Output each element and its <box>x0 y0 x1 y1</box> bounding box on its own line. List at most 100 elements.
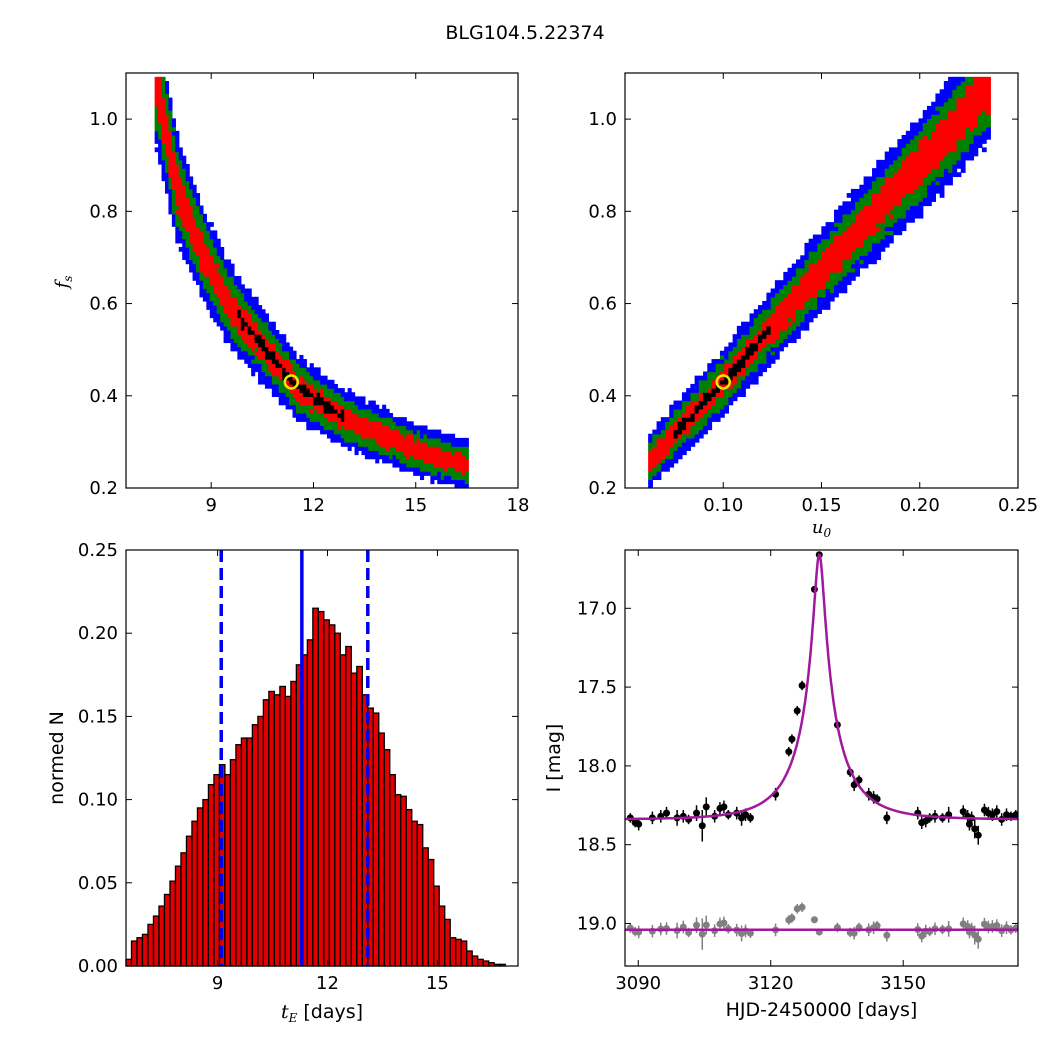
heatmap-cell <box>264 350 269 356</box>
heatmap-cell <box>344 442 349 447</box>
heatmap-cell <box>285 346 290 352</box>
heatmap-cell <box>677 454 683 460</box>
heatmap-cell <box>973 134 979 140</box>
heatmap-cell <box>914 176 920 182</box>
heatmap-cell <box>910 176 915 182</box>
heatmap-cell <box>258 321 263 327</box>
heatmap-cell <box>648 446 653 451</box>
heatmap-cell <box>943 105 949 111</box>
heatmap-cell <box>897 205 903 211</box>
heatmap-cell <box>323 408 328 414</box>
heatmap-cell <box>829 263 835 269</box>
histogram-bar <box>235 744 243 967</box>
heatmap-cell <box>154 110 159 115</box>
heatmap-cell <box>804 313 810 319</box>
heatmap-cell <box>278 388 283 393</box>
heatmap-cell <box>855 263 860 269</box>
heatmap-cell <box>804 292 810 298</box>
heatmap-cell <box>233 309 238 314</box>
heatmap-cell <box>326 408 332 414</box>
heatmap-cell <box>749 371 755 377</box>
heatmap-cell <box>192 242 197 248</box>
heatmap-cell <box>240 292 245 298</box>
heatmap-cell <box>872 176 877 182</box>
heatmap-cell <box>834 234 839 240</box>
heatmap-cell <box>206 305 211 310</box>
heatmap-cell <box>872 209 877 215</box>
heatmap-cell <box>897 147 903 153</box>
heatmap-cell <box>309 421 314 427</box>
heatmap-cell <box>808 309 814 314</box>
heatmap-cell <box>454 450 459 456</box>
residual-point <box>850 929 858 937</box>
heatmap-cell <box>395 450 400 456</box>
heatmap-cell <box>660 450 666 456</box>
heatmap-cell <box>728 383 734 389</box>
heatmap-cell <box>244 334 249 339</box>
heatmap-cell <box>724 359 730 364</box>
heatmap-cell <box>969 97 975 103</box>
heatmap-cell <box>368 450 373 456</box>
heatmap-cell <box>171 122 176 128</box>
heatmap-cell <box>192 259 197 265</box>
heatmap-cell <box>918 172 924 178</box>
heatmap-cell <box>202 230 207 236</box>
heatmap-cell <box>821 238 827 244</box>
heatmap-cell <box>254 350 259 356</box>
histogram-bar <box>328 624 336 967</box>
heatmap-cell <box>981 101 987 107</box>
heatmap-cell <box>278 379 283 385</box>
heatmap-cell <box>838 276 844 281</box>
heatmap-cell <box>178 226 183 231</box>
heatmap-cell <box>677 429 683 435</box>
heatmap-cell <box>213 284 218 290</box>
heatmap-cell <box>399 466 404 472</box>
heatmap-cell <box>461 471 466 476</box>
heatmap-cell <box>850 255 856 261</box>
heatmap-cell <box>240 305 245 310</box>
heatmap-cell <box>876 180 882 186</box>
heatmap-cell <box>707 367 713 373</box>
heatmap-cell <box>977 139 983 144</box>
heatmap-cell <box>261 354 266 360</box>
y-tick-label: 1.0 <box>89 109 118 130</box>
heatmap-cell <box>762 359 768 364</box>
heatmap-cell <box>278 383 283 389</box>
heatmap-cell <box>956 155 962 161</box>
heatmap-cell <box>416 462 421 468</box>
heatmap-cell <box>876 247 882 252</box>
heatmap-cell <box>178 188 183 194</box>
heatmap-cell <box>686 396 691 402</box>
heatmap-cell <box>901 172 907 178</box>
heatmap-cell <box>171 176 176 182</box>
heatmap-cell <box>901 226 907 231</box>
heatmap-cell <box>382 421 387 427</box>
heatmap-cell <box>206 230 211 236</box>
heatmap-cell <box>426 462 431 468</box>
heatmap-cell <box>762 354 768 360</box>
heatmap-cell <box>964 85 970 90</box>
heatmap-cell <box>202 247 207 252</box>
heatmap-cell <box>261 330 266 335</box>
heatmap-cell <box>385 433 390 439</box>
heatmap-cell <box>973 81 979 86</box>
heatmap-cell <box>694 400 700 406</box>
heatmap-cell <box>660 433 666 439</box>
heatmap-cell <box>926 201 932 207</box>
heatmap-cell <box>850 205 856 211</box>
heatmap-cell <box>264 383 269 389</box>
heatmap-cell <box>787 280 793 285</box>
heatmap-cell <box>247 313 252 319</box>
heatmap-cell <box>707 404 713 410</box>
heatmap-cell <box>943 180 949 186</box>
heatmap-cell <box>258 313 263 319</box>
heatmap-cell <box>154 126 159 132</box>
heatmap-cell <box>821 284 827 290</box>
heatmap-cell <box>939 114 945 119</box>
heatmap-cell <box>766 363 772 368</box>
heatmap-cell <box>299 408 304 414</box>
heatmap-cell <box>268 321 273 327</box>
heatmap-cell <box>741 367 746 373</box>
heatmap-cell <box>939 168 945 173</box>
heatmap-cell <box>931 147 937 153</box>
